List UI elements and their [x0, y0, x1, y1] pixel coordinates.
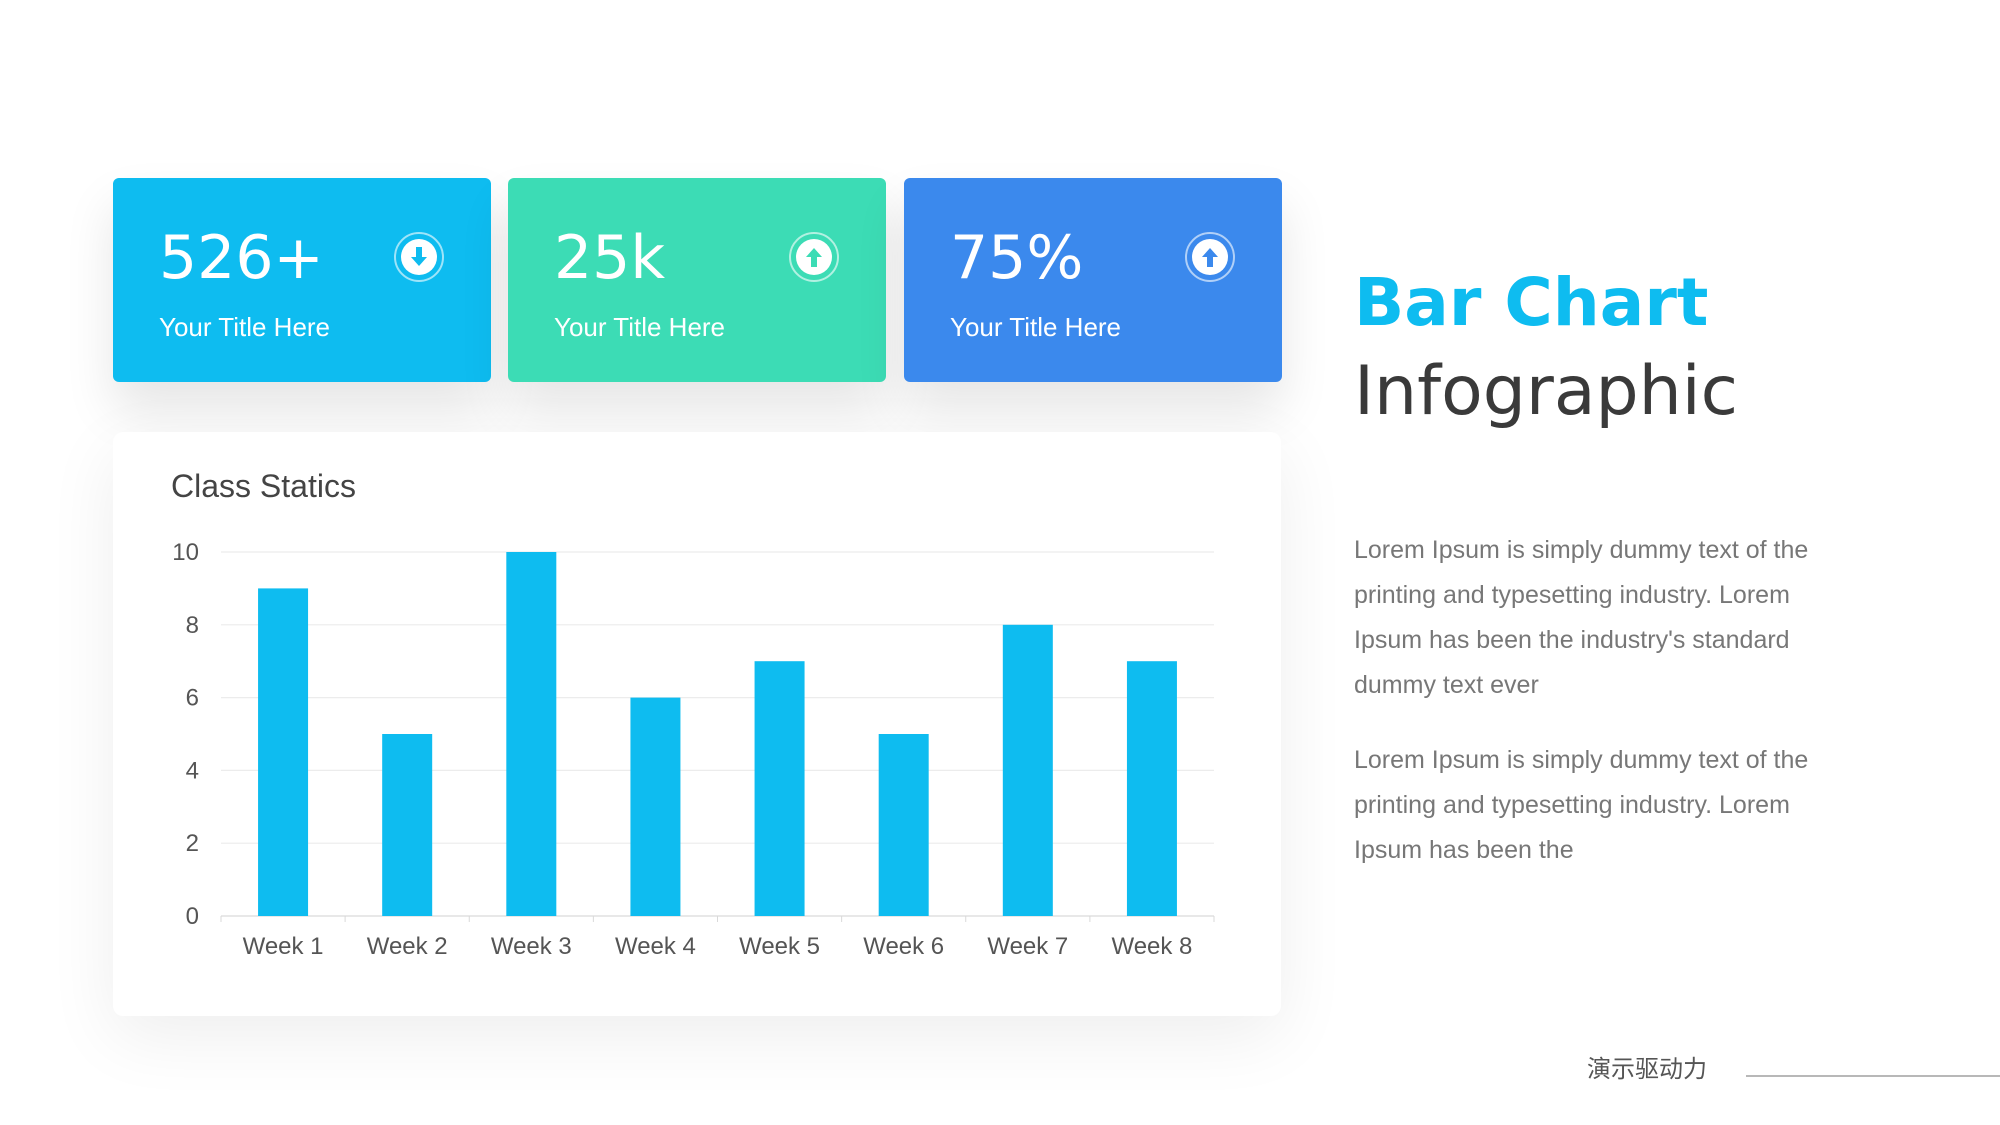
bar-4 [630, 697, 681, 916]
x-tick-label: Week 1 [243, 933, 324, 960]
x-tick-label: Week 4 [615, 933, 696, 960]
bar-chart: 0 2 4 6 8 10 Week 1 Week 2 Week 3 Week 4 Week 5 Wee… [172, 539, 1215, 960]
headline-title: Bar Chart [1354, 264, 1709, 341]
y-tick-label: 10 [172, 539, 199, 566]
x-tick-label: Week 2 [367, 933, 448, 960]
stat-value: 75% [950, 223, 1084, 293]
x-tick-label: Week 6 [863, 933, 944, 960]
description-paragraph-2: Lorem Ipsum is simply dummy text of the … [1354, 746, 1809, 864]
stat-card-3: 75% Your Title Here [904, 178, 1282, 382]
y-tick-label: 6 [186, 685, 199, 712]
stat-value: 526+ [159, 223, 324, 293]
x-tick-label: Week 8 [1111, 933, 1192, 960]
stat-label: Your Title Here [554, 312, 726, 342]
chart-title: Class Statics [171, 468, 356, 504]
y-tick-label: 8 [186, 612, 199, 639]
y-tick-label: 2 [186, 830, 199, 857]
x-tick-label: Week 5 [739, 933, 820, 960]
arrow-up-icon [789, 232, 839, 282]
stat-card-2: 25k Your Title Here [508, 178, 886, 382]
arrow-down-icon [394, 232, 444, 282]
arrow-up-icon [1185, 232, 1235, 282]
y-tick-label: 0 [186, 903, 199, 930]
bar-1 [258, 588, 309, 916]
bar-3 [506, 552, 557, 916]
description-paragraph-1: Lorem Ipsum is simply dummy text of the … [1354, 536, 1809, 699]
headline-subtitle: Infographic [1354, 352, 1739, 431]
bar-8 [1126, 661, 1177, 916]
stat-value: 25k [554, 223, 666, 293]
chart-panel: Class Statics 0 2 4 6 8 10 Week 1 Week 2 Week 3 W… [113, 432, 1281, 1016]
bar-2 [382, 734, 433, 916]
bar-7 [1002, 624, 1053, 916]
footer-divider [1746, 1075, 2000, 1077]
bar-6 [878, 734, 929, 916]
footer-brand-text: 演示驱动力 [1587, 1056, 1707, 1083]
stat-card-1: 526+ Your Title Here [113, 178, 491, 382]
stat-label: Your Title Here [159, 312, 331, 342]
stat-label: Your Title Here [950, 312, 1122, 342]
x-tick-label: Week 3 [491, 933, 572, 960]
bar-5 [754, 661, 805, 916]
y-tick-label: 4 [186, 757, 199, 784]
x-tick-label: Week 7 [987, 933, 1068, 960]
